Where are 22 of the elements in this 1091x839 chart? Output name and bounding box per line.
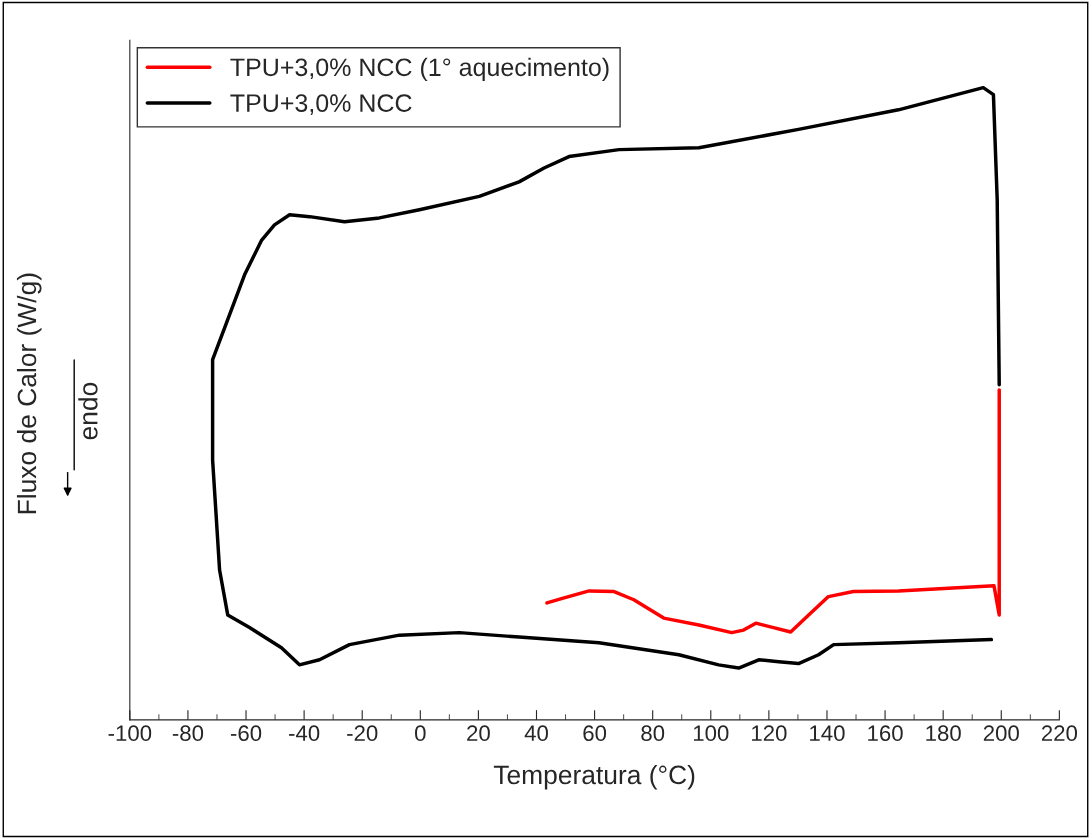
x-tick-label: 80	[641, 725, 665, 742]
x-tick-label: 20	[467, 725, 490, 742]
legend-label: TPU+3,0% NCC	[230, 94, 412, 115]
x-tick-label: 180	[926, 725, 961, 742]
x-tick-label: -60	[230, 725, 262, 742]
x-tick-label: 160	[868, 725, 903, 742]
x-tick-label: 40	[524, 725, 548, 742]
y-axis-title: Fluxo de Calor (W/g)	[16, 273, 42, 514]
x-tick-label: -100	[108, 725, 152, 742]
x-axis-title: Temperatura (°C)	[493, 764, 695, 790]
legend-label: TPU+3,0% NCC (1° aquecimento)	[230, 57, 609, 82]
x-tick-label: -80	[172, 725, 204, 742]
x-tick-label: 120	[752, 725, 787, 742]
x-tick-label: 60	[583, 725, 607, 742]
x-tick-label: 140	[810, 725, 845, 742]
x-tick-label: 0	[415, 725, 426, 742]
x-tick-label: 200	[983, 725, 1019, 742]
x-tick-label: -20	[347, 725, 378, 742]
x-tick-label: 220	[1041, 725, 1078, 742]
x-tick-label: 100	[693, 725, 729, 742]
x-tick-label: -40	[289, 725, 320, 742]
text: endo	[78, 382, 98, 440]
